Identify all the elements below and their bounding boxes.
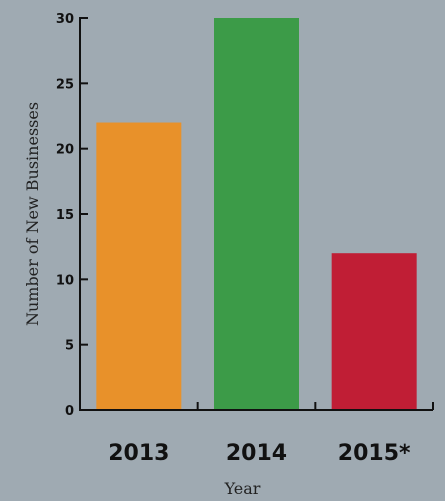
x-tick-labels-group: 2013 2014 2015* xyxy=(108,441,411,466)
bar-2014 xyxy=(214,18,299,410)
x-tick-label: 2014 xyxy=(226,441,287,466)
y-axis-title: Number of New Businesses xyxy=(23,102,42,326)
bars-group xyxy=(96,18,417,411)
y-tick-label: 5 xyxy=(65,339,74,354)
y-tick-label: 0 xyxy=(65,404,74,419)
y-tick-label: 10 xyxy=(56,273,74,288)
x-axis-title: Year xyxy=(224,479,261,498)
x-tick-label: 2015* xyxy=(338,441,411,466)
y-tick-label: 25 xyxy=(56,77,74,92)
y-tick-label: 20 xyxy=(56,143,74,158)
y-ticks-group: 0 5 10 15 20 25 30 xyxy=(56,12,88,419)
x-tick-label: 2013 xyxy=(108,441,169,466)
y-tick-label: 30 xyxy=(56,12,74,27)
y-tick-label: 15 xyxy=(56,208,74,223)
bar-2015 xyxy=(331,253,417,410)
bar-2013 xyxy=(96,122,182,411)
